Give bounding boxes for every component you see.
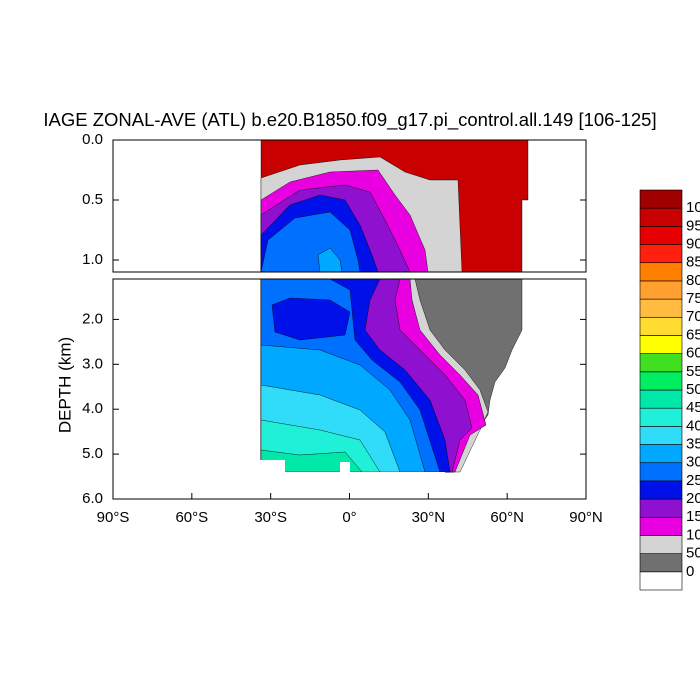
colorbar-box [639, 298, 683, 318]
colorbar-label: 50 [686, 545, 700, 562]
colorbar-box [639, 371, 683, 391]
y-tick-label: 4.0 [82, 400, 103, 417]
colorbar-label: 800 [686, 272, 700, 289]
x-tick-label: 90°S [97, 509, 130, 526]
y-tick-label: 3.0 [82, 355, 103, 372]
x-tick-label: 30°N [412, 509, 446, 526]
colorbar-label: 300 [686, 454, 700, 471]
colorbar-label: 700 [686, 308, 700, 325]
colorbar-box [639, 189, 683, 209]
colorbar-box [639, 553, 683, 573]
y-tick-label: 5.0 [82, 445, 103, 462]
colorbar-box [639, 353, 683, 373]
colorbar-box [639, 516, 683, 536]
colorbar-box [639, 335, 683, 354]
x-tick-label: 60°N [490, 509, 524, 526]
colorbar-box [639, 571, 683, 591]
colorbar-box [639, 535, 683, 554]
colorbar-box [639, 316, 683, 336]
x-tick-label: 60°S [175, 509, 208, 526]
colorbar-label: 750 [686, 290, 700, 307]
colorbar-box [639, 226, 683, 245]
colorbar-label: 950 [686, 217, 700, 234]
colorbar-label: 850 [686, 254, 700, 271]
colorbar-label: 450 [686, 399, 700, 416]
y-tick-label: 1.0 [82, 251, 103, 268]
colorbar-label: 650 [686, 326, 700, 343]
colorbar-box [639, 480, 683, 500]
colorbar-box [639, 389, 683, 409]
y-tick-label: 6.0 [82, 490, 103, 507]
y-tick-label: 0.0 [82, 131, 103, 148]
colorbar-box [639, 262, 683, 282]
x-tick-label: 30°S [254, 509, 287, 526]
plot-frame [112, 139, 587, 273]
contour-fill [340, 462, 350, 474]
colorbar-label: 0 [686, 563, 694, 580]
colorbar-box [639, 462, 683, 482]
colorbar-label: 400 [686, 417, 700, 434]
contour-fill [259, 472, 445, 480]
y-tick-label: 2.0 [82, 310, 103, 327]
colorbar-label: 100 [686, 526, 700, 543]
colorbar-label: 900 [686, 236, 700, 253]
contour-fill [259, 460, 285, 474]
colorbar-label: 150 [686, 508, 700, 525]
colorbar-box [639, 280, 683, 300]
chart-title: IAGE ZONAL-AVE (ATL) b.e20.B1850.f09_g17… [43, 109, 656, 131]
colorbar-box [639, 207, 683, 227]
y-tick-label: 0.5 [82, 191, 103, 208]
colorbar-label: 200 [686, 490, 700, 507]
colorbar-label: 350 [686, 436, 700, 453]
colorbar-label: 600 [686, 345, 700, 362]
colorbar-label: 500 [686, 381, 700, 398]
colorbar-box [639, 244, 683, 264]
x-tick-label: 90°N [569, 509, 603, 526]
colorbar-label: 250 [686, 472, 700, 489]
colorbar-box [639, 444, 683, 464]
colorbar-label: 550 [686, 363, 700, 380]
y-axis-label: DEPTH (km) [55, 337, 74, 433]
colorbar-box [639, 426, 683, 445]
colorbar-label: 1000 [686, 199, 700, 216]
x-tick-label: 0° [342, 509, 356, 526]
colorbar-box [639, 407, 683, 427]
contour-fill [271, 297, 351, 341]
colorbar-box [639, 498, 683, 518]
